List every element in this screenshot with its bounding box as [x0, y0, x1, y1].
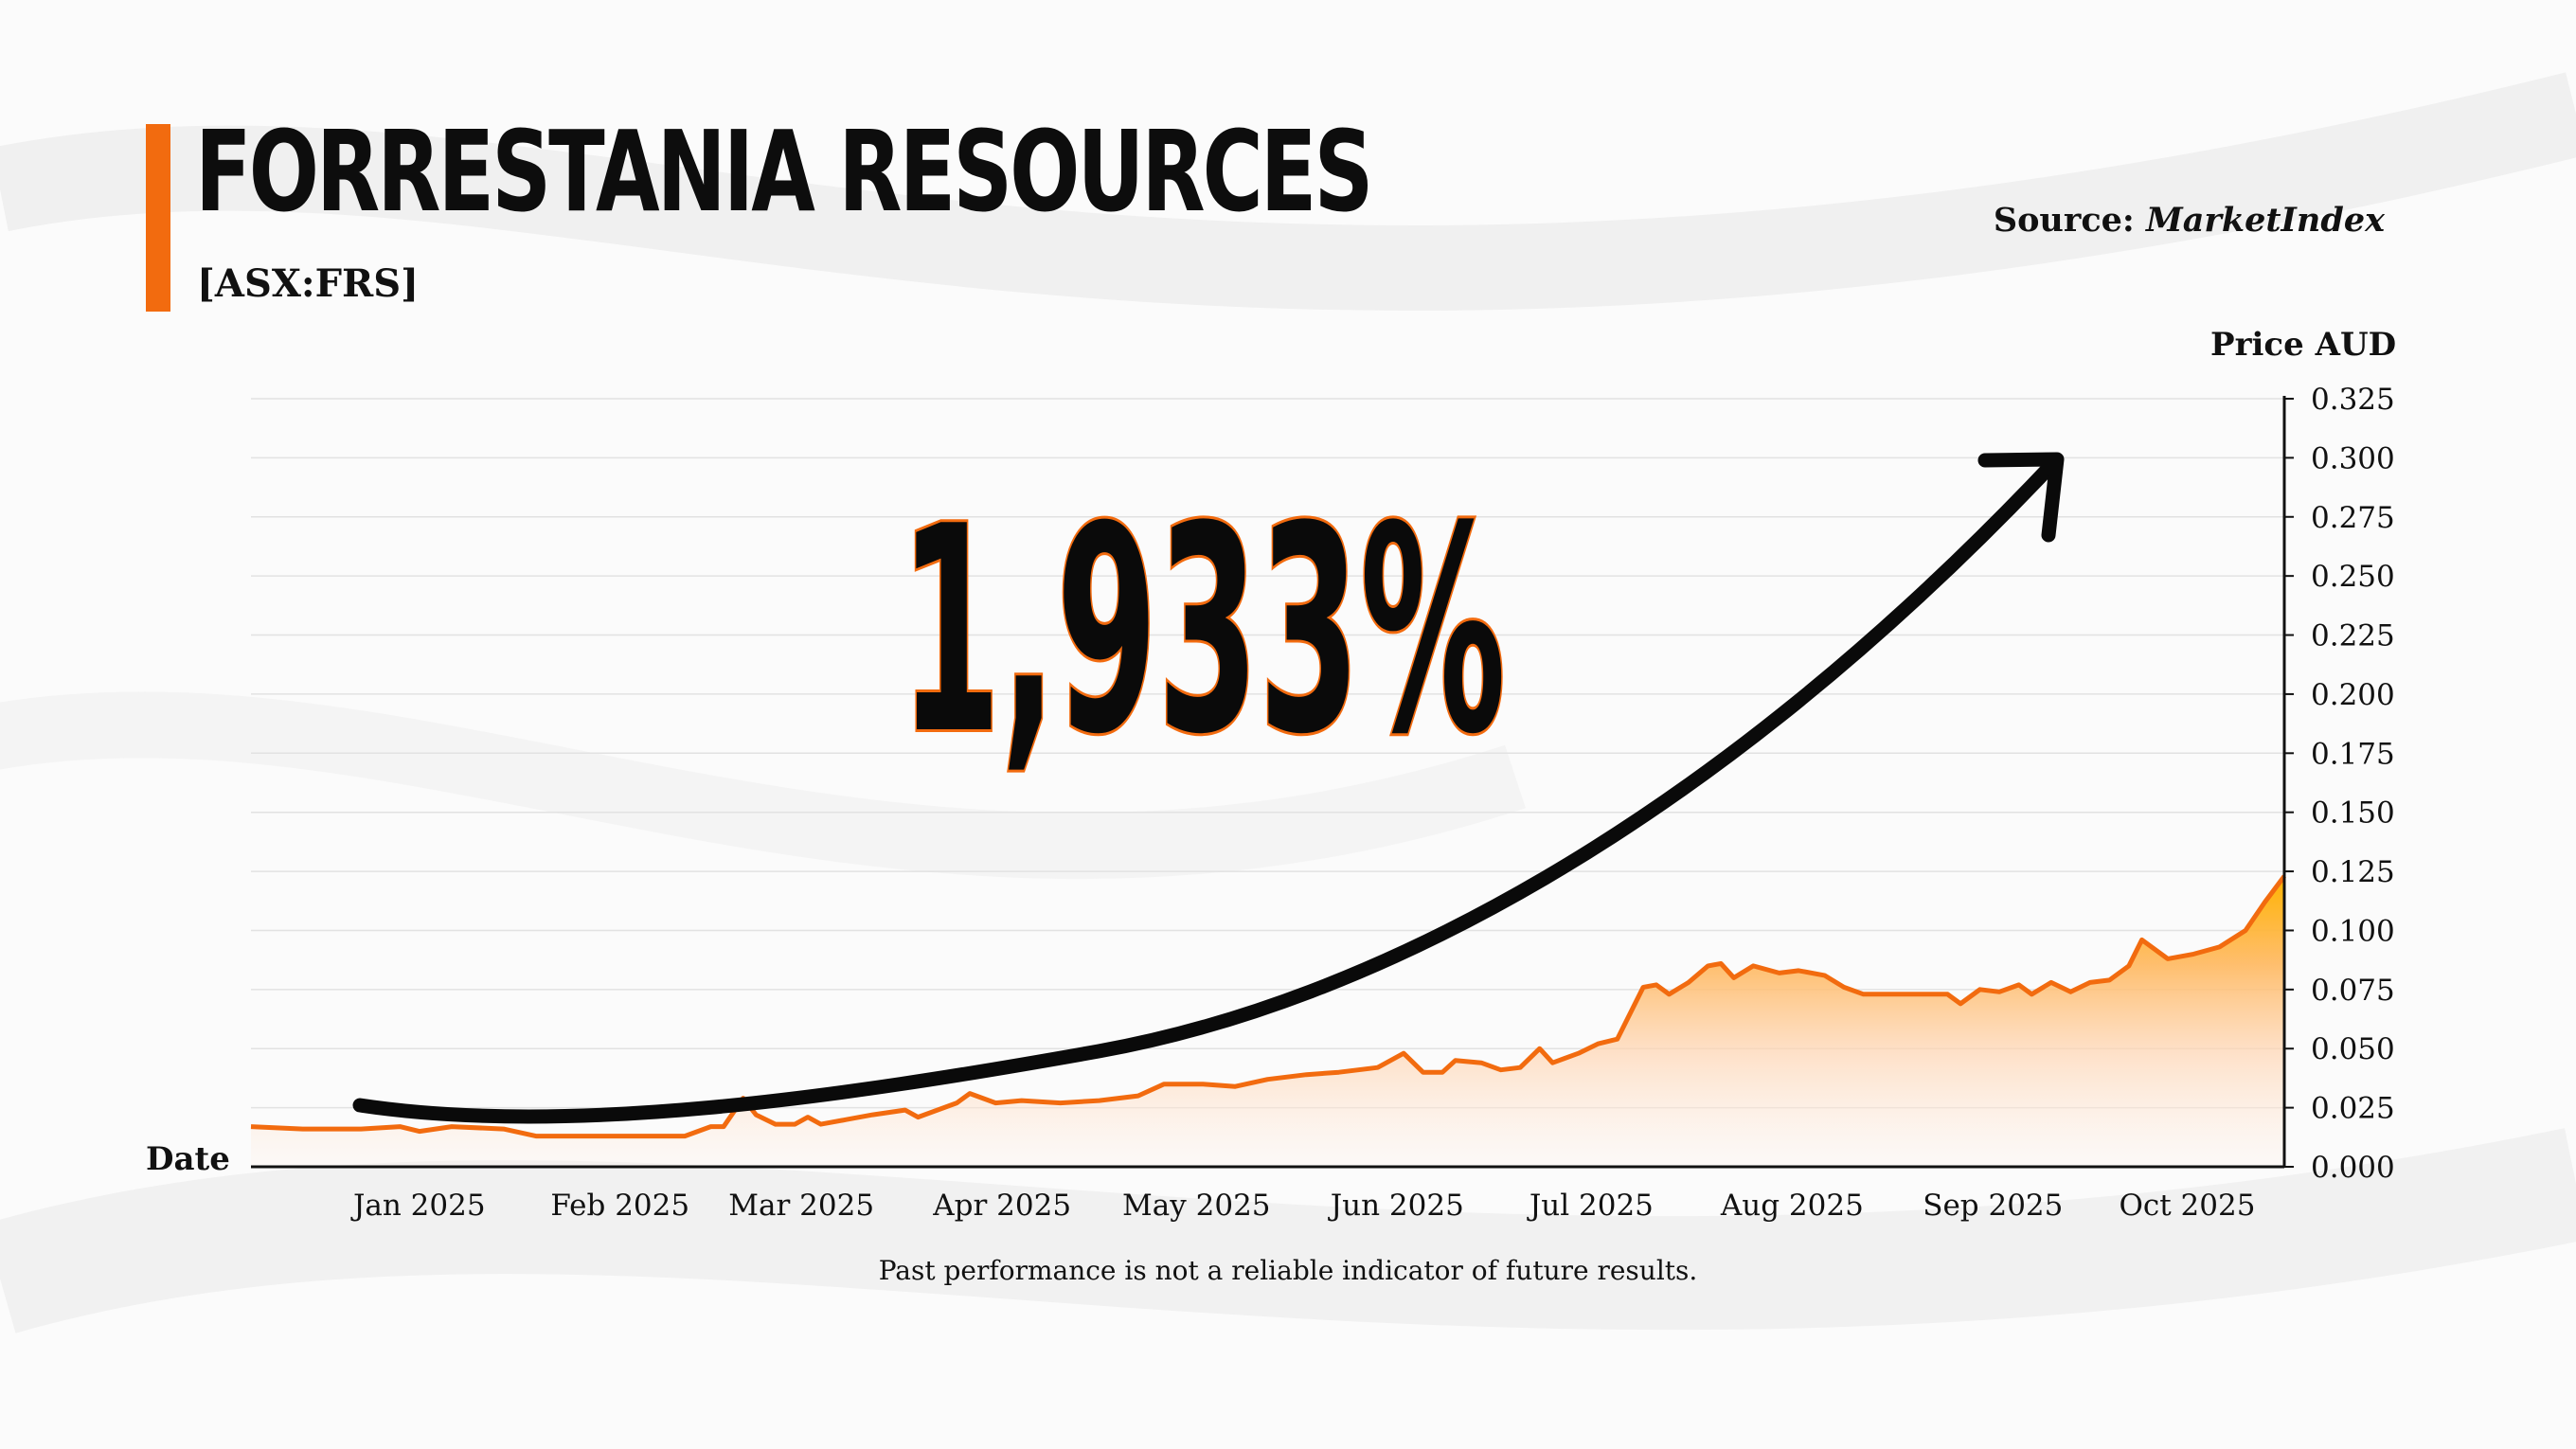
x-tick-label: Apr 2025: [932, 1189, 1071, 1223]
y-tick-label: 0.300: [2311, 441, 2395, 475]
x-tick-label: Sep 2025: [1923, 1189, 2063, 1223]
y-tick-label: 0.100: [2311, 914, 2395, 948]
y-tick-label: 0.075: [2311, 974, 2395, 1008]
x-tick-label: Aug 2025: [1720, 1189, 1864, 1223]
x-tick-label: Mar 2025: [728, 1189, 874, 1223]
y-tick-label: 0.175: [2311, 737, 2395, 771]
x-tick-label: Feb 2025: [550, 1189, 689, 1223]
source-credit: Source: MarketIndex: [1994, 201, 2385, 240]
price-area-fill: [251, 876, 2284, 1167]
x-tick-label: Oct 2025: [2119, 1189, 2255, 1223]
y-tick-label: 0.275: [2311, 501, 2395, 535]
y-axis-title: Price AUD: [2210, 326, 2397, 364]
source-prefix: Source:: [1993, 201, 2147, 240]
y-tick-label: 0.250: [2311, 560, 2395, 594]
x-tick-label: Jan 2025: [350, 1189, 486, 1223]
growth-arrowhead: [1977, 452, 2065, 543]
x-axis-ticks: Jan 2025 Feb 2025 Mar 2025 Apr 2025 May 2025…: [350, 1189, 2255, 1223]
title-accent-bar: [146, 124, 170, 312]
source-name: MarketIndex: [2146, 201, 2385, 240]
disclaimer-text: Past performance is not a reliable indic…: [878, 1255, 1698, 1286]
y-tick-label: 0.000: [2311, 1151, 2395, 1185]
x-tick-label: May 2025: [1122, 1189, 1270, 1223]
ticker-label: [ASX:FRS]: [197, 261, 420, 306]
y-tick-label: 0.050: [2311, 1032, 2395, 1066]
headline-percentage: 1,933%: [900, 466, 1506, 796]
x-tick-label: Jun 2025: [1328, 1189, 1464, 1223]
y-tick-label: 0.150: [2311, 796, 2395, 831]
y-tick-label: 0.200: [2311, 678, 2395, 712]
y-tick-label: 0.125: [2311, 855, 2395, 889]
y-tick-label: 0.025: [2311, 1092, 2395, 1126]
x-axis-title: Date: [146, 1140, 230, 1178]
growth-arrow: [352, 454, 2063, 1124]
y-tick-label: 0.325: [2311, 383, 2395, 417]
x-tick-label: Jul 2025: [1527, 1189, 1654, 1223]
chart-gridlines: [251, 398, 2284, 1109]
y-tick-label: 0.225: [2311, 619, 2395, 653]
y-axis-ticks: 0.000 0.025 0.050 0.075 0.100 0.125 0.150 0.175…: [2284, 383, 2395, 1185]
page-title: FORRESTANIA RESOURCES: [195, 106, 1373, 237]
